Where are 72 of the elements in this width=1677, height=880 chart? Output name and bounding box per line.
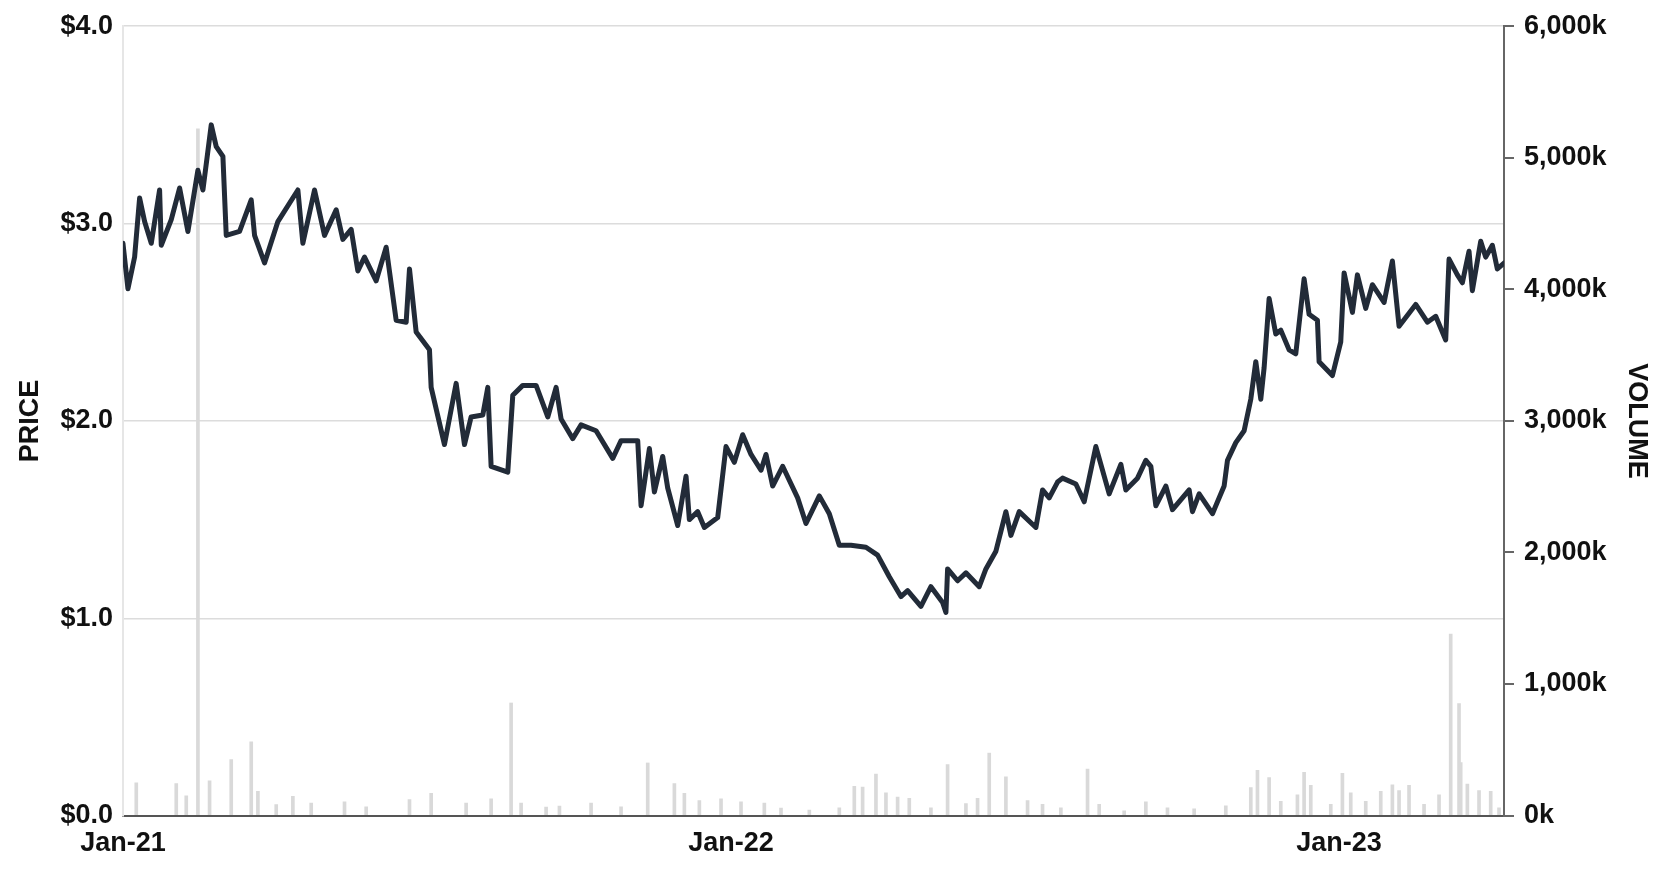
x-tick-label: Jan-22 (688, 827, 774, 858)
y2-tick-label: 6,000k (1524, 9, 1608, 40)
bar (779, 807, 783, 815)
bar (807, 809, 812, 815)
bar (174, 783, 179, 815)
y2-tick-label: 5,000k (1524, 141, 1608, 172)
bar (134, 782, 139, 815)
bar (1448, 633, 1453, 815)
bar (907, 798, 912, 815)
bar (1497, 807, 1501, 815)
bar (1328, 804, 1333, 815)
bar (1223, 805, 1228, 815)
bar (1488, 791, 1493, 815)
bar (509, 702, 513, 815)
bar (256, 790, 260, 815)
bar (519, 802, 523, 815)
bar (489, 798, 493, 815)
bar (1144, 801, 1148, 815)
bar (645, 762, 650, 815)
y-axis-title: PRICE (13, 379, 44, 463)
bar (1004, 776, 1008, 815)
bar (309, 802, 314, 815)
bar (1437, 794, 1441, 815)
bar (1308, 785, 1313, 815)
y2-tick-label: 2,000k (1524, 535, 1608, 566)
bar (739, 801, 743, 815)
bar (364, 806, 369, 815)
bar (1378, 791, 1383, 815)
bar (1267, 777, 1271, 815)
bar (464, 802, 468, 815)
bar (837, 807, 842, 815)
bar (1397, 790, 1401, 815)
bar (1422, 804, 1426, 815)
bar (1059, 807, 1063, 815)
bar (274, 804, 279, 815)
bar (1278, 801, 1283, 815)
y-tick-label: $4.0 (60, 9, 113, 40)
y2-tick-label: 3,000k (1524, 404, 1608, 435)
y2-tick-label: 4,000k (1524, 272, 1608, 303)
bar (852, 785, 857, 815)
bar (619, 806, 623, 815)
bar (429, 792, 433, 815)
bar (184, 795, 189, 815)
bar (1477, 790, 1481, 815)
y-tick-label: $1.0 (60, 601, 113, 632)
bar (1097, 804, 1102, 815)
bar (589, 802, 593, 815)
bar (291, 795, 295, 815)
bar (1192, 808, 1196, 815)
y2-tick-label: 1,000k (1524, 667, 1608, 698)
x-tick-label: Jan-21 (80, 827, 166, 858)
y-tick-label: $3.0 (60, 207, 113, 237)
bar (229, 759, 234, 815)
y2-axis-title: VOLUME (1623, 363, 1654, 479)
bar (1348, 792, 1353, 815)
bar (1363, 801, 1368, 815)
bar (1302, 772, 1306, 815)
bar (874, 773, 878, 815)
bar (719, 798, 723, 815)
bar (1248, 787, 1253, 815)
bar (884, 792, 888, 815)
y-tick-label: $2.0 (60, 404, 113, 435)
bar (249, 741, 254, 815)
y2-tick-label: 0k (1524, 799, 1556, 830)
bar (929, 807, 933, 815)
bar (1122, 810, 1127, 815)
y-tick-label: $0.0 (60, 799, 113, 830)
bar (964, 803, 968, 815)
bar (987, 752, 992, 815)
bar (544, 806, 548, 815)
bar (1407, 785, 1411, 815)
x-tick-label: Jan-23 (1296, 827, 1382, 858)
